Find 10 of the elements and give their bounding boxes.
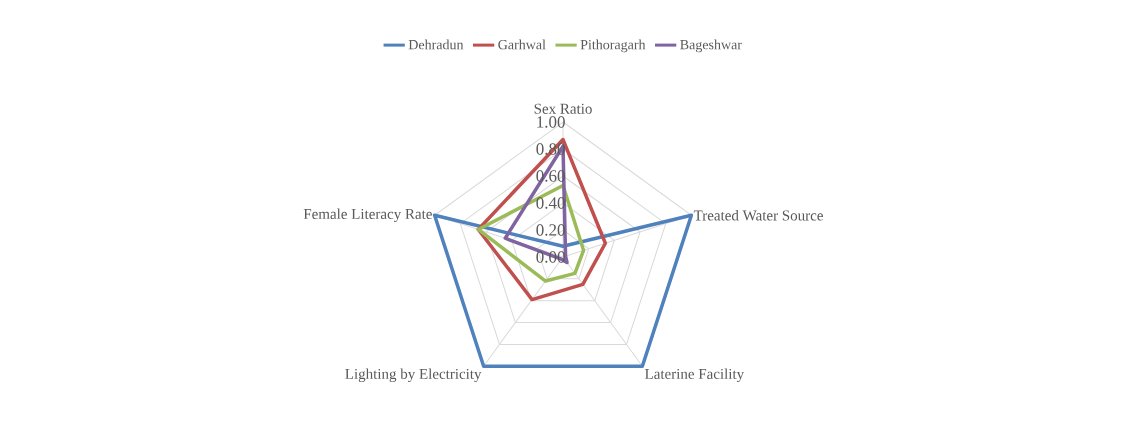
spoke-label: Lighting by Electricity [345, 368, 482, 383]
spoke-label: Sex Ratio [534, 103, 592, 114]
y-tick-label: 1.00 [537, 116, 565, 128]
spoke-label: Laterine Facility [645, 368, 745, 383]
spoke-label: Female Literacy Rate [303, 208, 432, 223]
legend-label: Bageshwar [680, 39, 742, 53]
legend-label: Garhwal [498, 39, 546, 50]
spoke-label: Treated Water Source [693, 209, 823, 221]
legend-label: Pithoragarh [580, 39, 646, 53]
legend-label: Dehradun [408, 39, 464, 50]
